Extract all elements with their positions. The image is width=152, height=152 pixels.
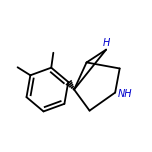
Text: NH: NH	[118, 89, 132, 99]
Text: H: H	[102, 38, 110, 48]
